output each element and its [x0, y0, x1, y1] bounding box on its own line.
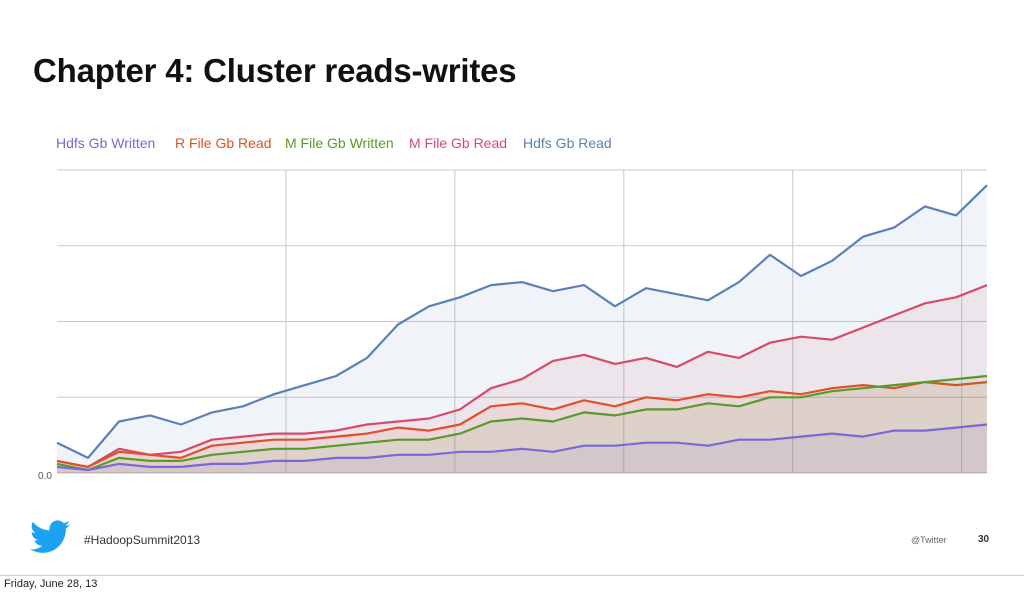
hashtag-label: #HadoopSummit2013: [84, 533, 201, 547]
series-area: [57, 424, 987, 473]
series-line: [56, 184, 988, 459]
legend-entry: M File Gb Written: [285, 135, 394, 151]
series-area: [57, 376, 987, 473]
y-tick-label: 0.0: [38, 471, 52, 482]
series-line: [56, 381, 988, 468]
chart: 0.0 Hdfs Gb Written R File Gb Read M File G…: [38, 135, 988, 482]
slide-title: Chapter 4: Cluster reads-writes: [33, 52, 517, 89]
page-number: 30: [978, 534, 990, 545]
series-line: [56, 374, 988, 472]
twitter-bird-icon: [30, 520, 70, 553]
series-area: [57, 382, 987, 473]
footer-date: Friday, June 28, 13: [4, 578, 98, 590]
legend-entry: R File Gb Read: [175, 135, 271, 151]
twitter-handle: @Twitter: [911, 535, 947, 545]
legend-entry: Hdfs Gb Written: [56, 135, 155, 151]
slide: Chapter 4: Cluster reads-writes 0.0 Hdfs …: [0, 52, 1024, 576]
series-area: [57, 285, 987, 473]
series-line: [56, 284, 988, 468]
legend-entry: M File Gb Read: [409, 135, 507, 151]
series-line: [56, 423, 988, 472]
legend-entry: Hdfs Gb Read: [523, 135, 612, 151]
